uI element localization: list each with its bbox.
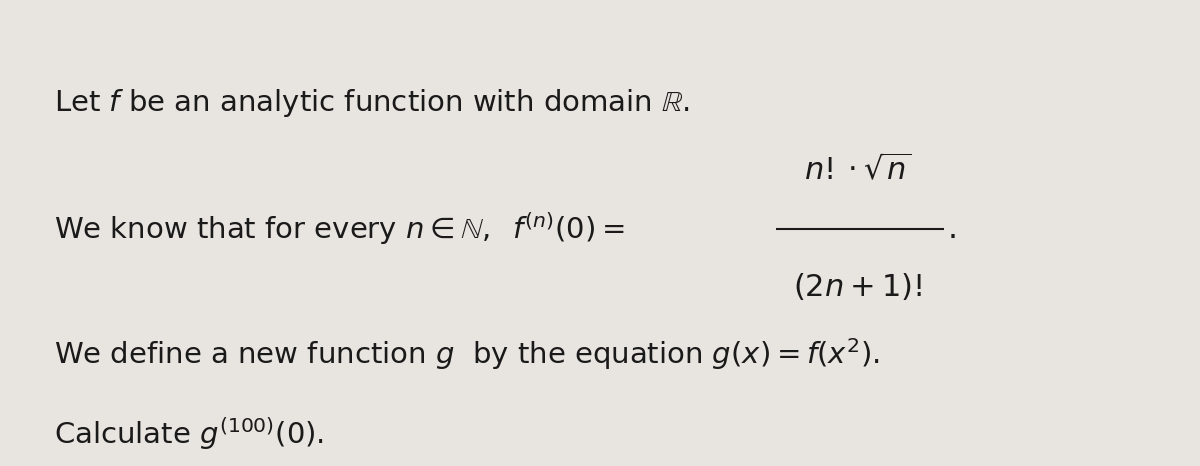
Text: $n! \cdot \sqrt{n}$: $n! \cdot \sqrt{n}$: [804, 155, 911, 187]
Text: Calculate $g^{(100)}(0)$.: Calculate $g^{(100)}(0)$.: [54, 416, 324, 452]
Text: .: .: [948, 213, 958, 245]
Text: $(2n+1)!$: $(2n+1)!$: [793, 271, 922, 302]
Text: We know that for every $n \in \mathbb{N},\;\; f^{(n)}(0) =$: We know that for every $n \in \mathbb{N}…: [54, 211, 625, 247]
Text: Let $f$ be an analytic function with domain $\mathbb{R}$.: Let $f$ be an analytic function with dom…: [54, 87, 690, 119]
Text: We define a new function $g$  by the equation $g(x) = f(x^2)$.: We define a new function $g$ by the equa…: [54, 336, 880, 371]
